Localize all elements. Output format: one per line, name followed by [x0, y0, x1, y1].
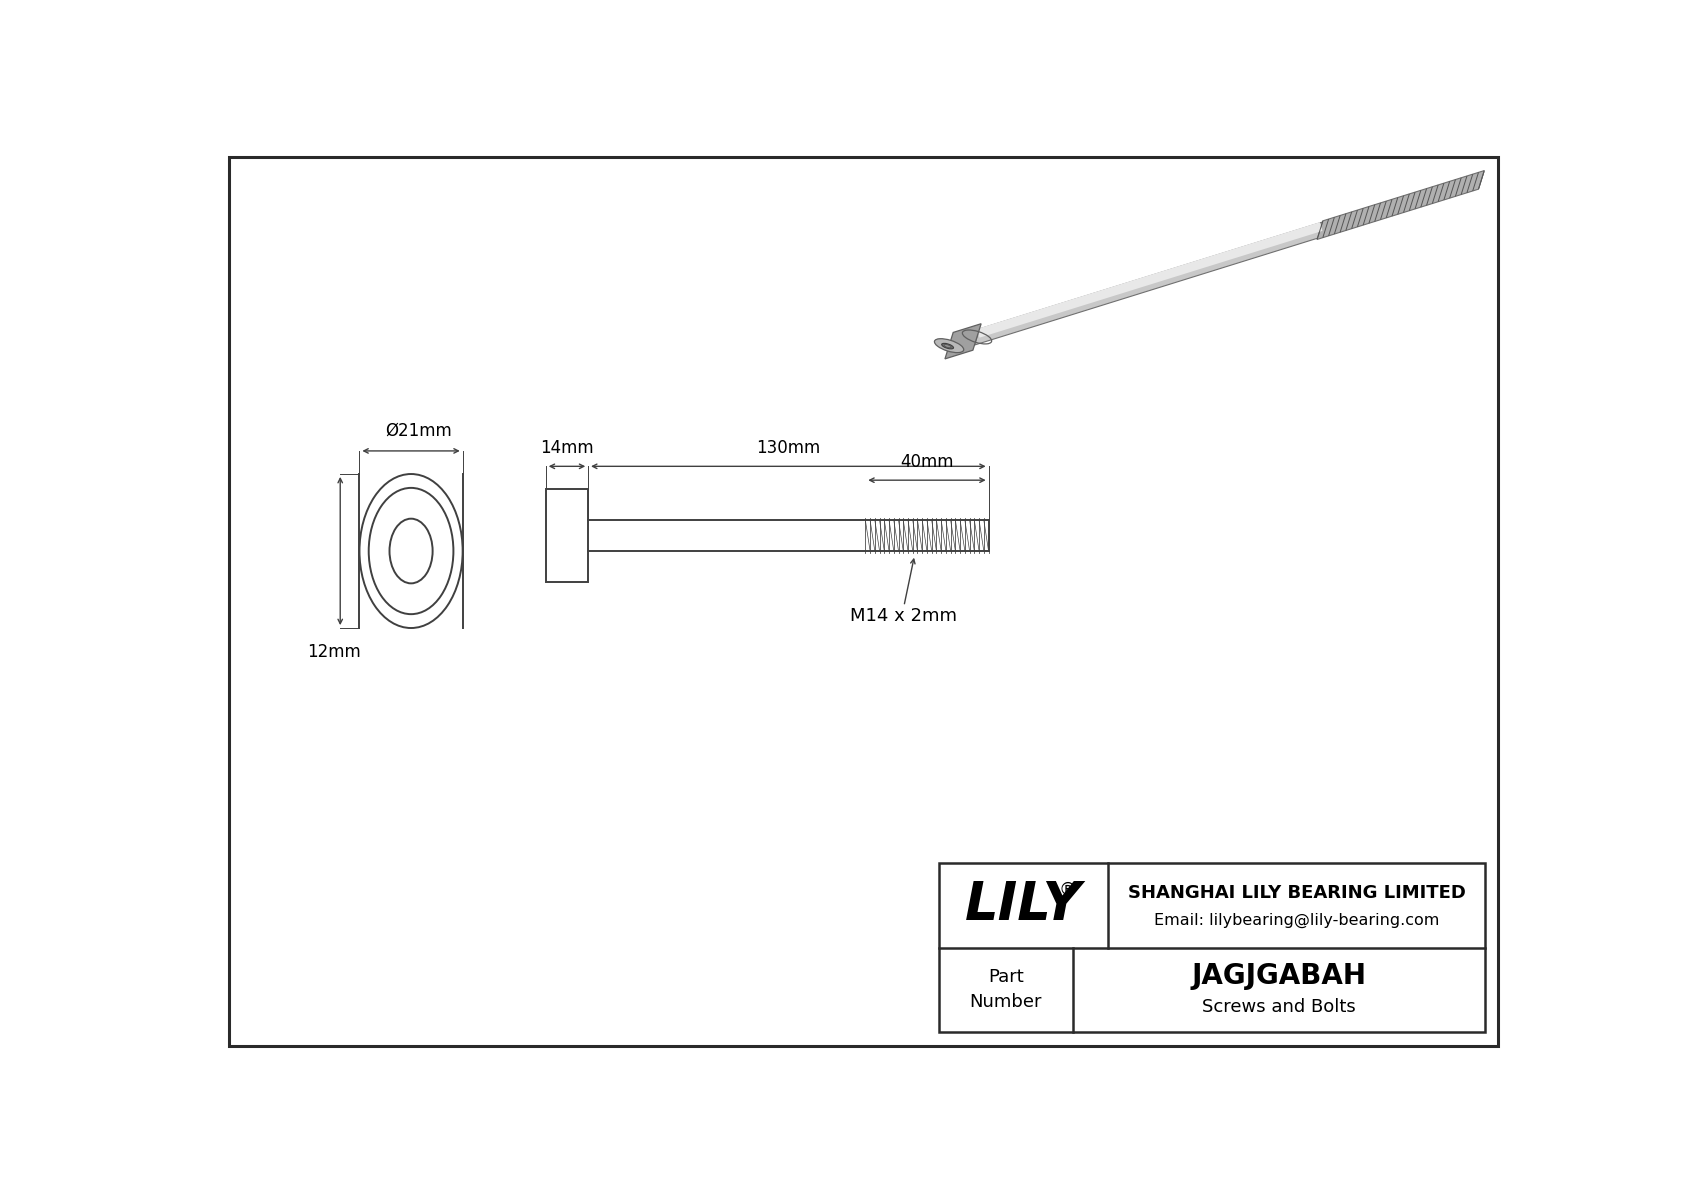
Polygon shape [945, 324, 982, 358]
Bar [546, 490, 588, 582]
Text: Email: lilybearing@lily-bearing.com: Email: lilybearing@lily-bearing.com [1154, 912, 1440, 928]
Text: Part
Number: Part Number [970, 968, 1042, 1011]
Text: LILY: LILY [965, 879, 1081, 931]
Text: M14 x 2mm: M14 x 2mm [850, 607, 957, 625]
Polygon shape [975, 172, 1484, 345]
Bar [938, 862, 1485, 1033]
Text: Screws and Bolts: Screws and Bolts [1202, 998, 1356, 1016]
Ellipse shape [945, 344, 951, 348]
Text: 12mm: 12mm [306, 643, 360, 661]
Text: 14mm: 14mm [541, 439, 594, 457]
Text: ®: ® [1059, 881, 1076, 899]
Text: Ø21mm: Ø21mm [386, 422, 451, 439]
Ellipse shape [935, 338, 963, 353]
Text: 130mm: 130mm [756, 439, 820, 457]
Ellipse shape [941, 343, 953, 349]
Text: 40mm: 40mm [901, 453, 953, 470]
Polygon shape [1317, 170, 1484, 239]
Text: SHANGHAI LILY BEARING LIMITED: SHANGHAI LILY BEARING LIMITED [1128, 884, 1465, 902]
Text: JAGJGABAH: JAGJGABAH [1192, 962, 1367, 990]
